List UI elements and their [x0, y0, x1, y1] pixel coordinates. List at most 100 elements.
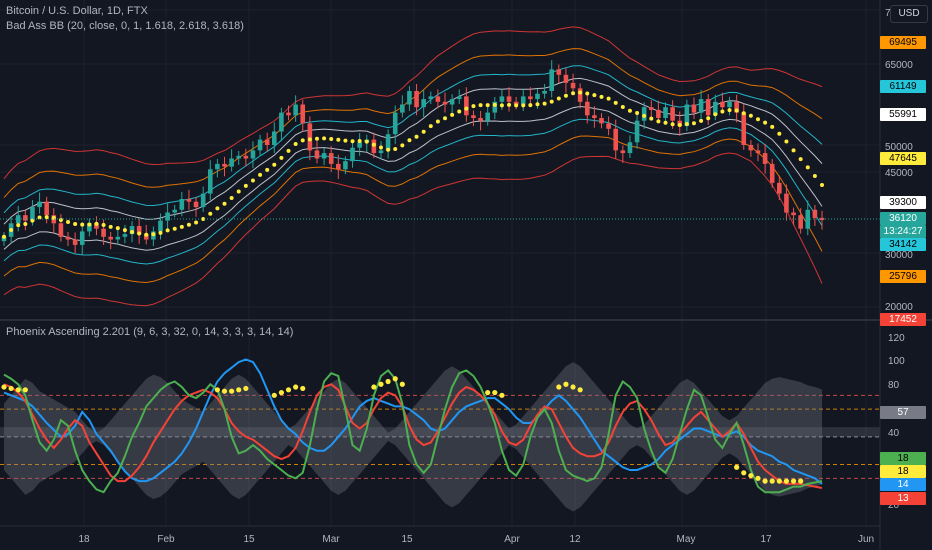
- candle-body: [72, 239, 78, 245]
- basis-dot: [393, 146, 398, 151]
- price-axis-label: 7: [885, 8, 891, 19]
- candle-body: [549, 69, 555, 91]
- osc-series-line: [3, 383, 823, 489]
- candle-body: [720, 101, 725, 108]
- osc-axis-label: 100: [888, 356, 905, 367]
- basis-dot: [812, 173, 817, 178]
- candle-body: [769, 163, 775, 183]
- candle-body: [336, 163, 341, 170]
- basis-dot: [748, 113, 753, 118]
- basis-dot: [635, 111, 640, 116]
- currency-button[interactable]: USD: [890, 5, 928, 23]
- osc-dot: [8, 385, 14, 392]
- candle-body: [30, 207, 35, 221]
- candle-body: [314, 150, 320, 159]
- candle-body: [400, 104, 405, 113]
- candle-body: [65, 236, 71, 240]
- candle-body: [791, 212, 796, 216]
- basis-dot: [51, 215, 56, 220]
- basis-dot: [179, 224, 184, 229]
- basis-dot: [599, 94, 604, 99]
- osc-dot: [15, 387, 21, 393]
- basis-dot: [201, 216, 206, 221]
- time-axis-label: Jun: [858, 534, 874, 545]
- basis-dot: [521, 103, 526, 108]
- basis-dot: [165, 228, 170, 233]
- candle-body: [215, 163, 220, 170]
- basis-dot: [549, 99, 554, 104]
- band-upper-3: [3, 48, 823, 198]
- time-axis-label: 17: [760, 534, 772, 545]
- candle-body: [556, 69, 562, 75]
- candle-body: [542, 91, 547, 94]
- candle-body: [243, 155, 249, 159]
- basis-dot: [428, 124, 433, 129]
- basis-dot: [642, 113, 647, 118]
- osc-axis-label: 120: [888, 333, 905, 344]
- osc-dot: [798, 478, 804, 484]
- basis-dot: [528, 103, 533, 108]
- basis-dot: [684, 122, 689, 127]
- time-axis-label: 15: [401, 534, 413, 545]
- basis-dot: [58, 218, 63, 222]
- time-axis-label: May: [677, 534, 696, 545]
- candle-body: [755, 150, 761, 154]
- price-tag: 39300: [880, 196, 926, 209]
- basis-dot: [400, 143, 405, 148]
- candle-body: [663, 107, 668, 118]
- time-axis[interactable]: 18 Feb 15 Mar 15 Apr 12 May 17 Jun: [78, 534, 874, 545]
- osc-dot: [271, 392, 277, 398]
- basis-dot: [457, 109, 462, 114]
- candle-body: [442, 101, 448, 105]
- price-axis-label: 30000: [885, 250, 913, 261]
- basis-dot: [151, 232, 156, 237]
- candle-body: [727, 101, 732, 108]
- bb-indicator-legend[interactable]: Bad Ass BB (20, close, 0, 1, 1.618, 2.61…: [6, 20, 244, 32]
- basis-dot: [87, 222, 92, 227]
- osc-series-line: [3, 358, 823, 485]
- candle-body: [599, 118, 604, 124]
- band-lower-4: [3, 152, 823, 307]
- basis-dot: [293, 141, 298, 146]
- osc-dot: [378, 381, 384, 387]
- basis-dot: [706, 116, 711, 121]
- osc-dot: [385, 378, 391, 385]
- price-tag: 69495: [880, 36, 926, 49]
- basis-dot: [485, 103, 490, 108]
- osc-dot: [790, 478, 797, 484]
- basis-dot: [378, 145, 383, 150]
- osc-dot: [399, 381, 405, 387]
- basis-dot: [578, 90, 583, 95]
- candle-body: [79, 231, 85, 245]
- symbol-legend[interactable]: Bitcoin / U.S. Dollar, 1D, FTX: [6, 5, 148, 17]
- candle-body: [250, 150, 256, 159]
- price-candles: [1, 60, 825, 255]
- basis-dot: [222, 201, 227, 206]
- basis-dot: [691, 121, 696, 126]
- basis-dot: [215, 206, 220, 211]
- candle-body: [108, 236, 113, 240]
- candle-body: [293, 104, 298, 116]
- osc-dot: [293, 384, 299, 390]
- candle-body: [563, 74, 569, 83]
- candle-body: [286, 112, 291, 116]
- basis-dot: [727, 108, 732, 113]
- candle-body: [478, 118, 483, 121]
- phoenix-indicator-legend[interactable]: Phoenix Ascending 2.201 (9, 6, 3, 32, 0,…: [6, 326, 294, 338]
- basis-dot: [194, 220, 199, 225]
- osc-tag: 18: [880, 452, 926, 465]
- basis-dot: [613, 100, 618, 105]
- candle-body: [236, 155, 242, 159]
- candle-body: [414, 91, 419, 108]
- basis-dot: [499, 103, 504, 108]
- candle-body: [165, 212, 170, 221]
- basis-dot: [101, 222, 106, 227]
- basis-dot: [2, 234, 6, 239]
- candle-body: [385, 134, 391, 151]
- osc-dot: [243, 385, 249, 392]
- candle-body: [513, 101, 519, 105]
- basis-dot: [386, 147, 391, 152]
- basis-dot: [186, 222, 191, 227]
- osc-dot: [570, 384, 576, 390]
